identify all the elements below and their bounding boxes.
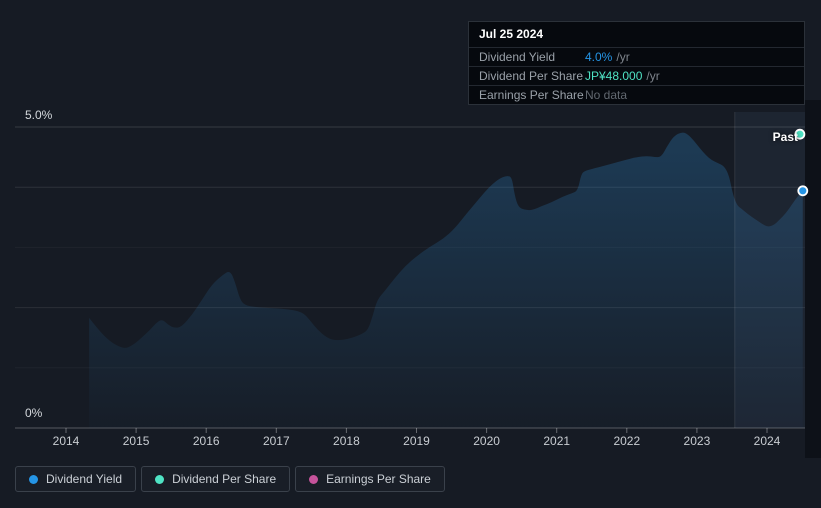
y-axis-label: 5.0% (25, 108, 53, 122)
x-axis-label: 2022 (613, 434, 640, 448)
dividend-yield-area (89, 132, 803, 428)
y-axis-label: 0% (25, 406, 43, 420)
tooltip-label: Dividend Per Share (479, 69, 584, 83)
tooltip-value: JP¥48.000 (585, 69, 643, 83)
tooltip-value-suffix: /yr (646, 69, 660, 83)
x-axis-label: 2015 (123, 434, 150, 448)
legend-label: Dividend Per Share (172, 472, 277, 486)
tooltip-row-dividend-yield: Dividend Yield 4.0% /yr (469, 47, 804, 66)
series-end-marker (797, 185, 809, 197)
x-axis-label: 2017 (263, 434, 290, 448)
x-axis-label: 2023 (684, 434, 711, 448)
x-axis-label: 2018 (333, 434, 360, 448)
future-mask (805, 100, 821, 458)
dividend-yield-dot-icon (29, 474, 38, 484)
x-axis-label: 2021 (543, 434, 570, 448)
x-axis-label: 2014 (53, 434, 80, 448)
tooltip-row-dividend-per-share: Dividend Per Share JP¥48.000 /yr (469, 66, 804, 85)
legend-item-dividend-yield[interactable]: Dividend Yield (15, 466, 137, 492)
tooltip-label: Earnings Per Share (479, 88, 584, 102)
series-end-marker (794, 128, 806, 140)
tooltip-date: Jul 25 2024 (479, 27, 544, 41)
tooltip-value-suffix: /yr (616, 50, 630, 64)
earnings-per-share-dot-icon (309, 474, 319, 484)
chart-tooltip: Jul 25 2024 Dividend Yield 4.0% /yr Divi… (468, 21, 805, 105)
legend-item-dividend-per-share[interactable]: Dividend Per Share (141, 466, 291, 492)
x-axis-label: 2020 (473, 434, 500, 448)
x-axis-label: 2019 (403, 434, 430, 448)
tooltip-value: 4.0% (585, 50, 613, 64)
past-period-band (734, 112, 805, 428)
tooltip-row-earnings-per-share: Earnings Per Share No data (469, 85, 804, 104)
legend-label: Dividend Yield (46, 472, 123, 486)
legend-label: Earnings Per Share (326, 472, 431, 486)
legend-item-earnings-per-share[interactable]: Earnings Per Share (295, 466, 445, 492)
past-period-label: Past (772, 130, 798, 144)
x-axis-label: 2016 (193, 434, 220, 448)
chart-legend: Dividend Yield Dividend Per Share Earnin… (15, 466, 445, 492)
tooltip-label: Dividend Yield (479, 50, 556, 64)
dividend-per-share-dot-icon (155, 474, 165, 484)
tooltip-value: No data (585, 88, 628, 102)
x-axis-label: 2024 (754, 434, 781, 448)
